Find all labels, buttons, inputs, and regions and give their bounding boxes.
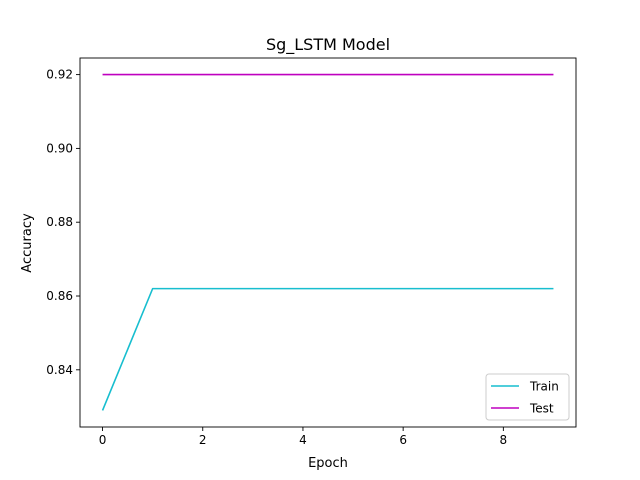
x-axis-label: Epoch (308, 456, 348, 471)
x-tick-label: 4 (299, 433, 307, 447)
chart-title: Sg_LSTM Model (266, 35, 390, 55)
x-tick-label: 2 (199, 433, 207, 447)
legend-label-train: Train (529, 380, 559, 394)
series-line-train (101, 287, 554, 411)
y-tick-label: 0.90 (46, 141, 73, 155)
y-tick-label: 0.92 (46, 68, 73, 82)
x-tick-label: 0 (99, 433, 107, 447)
plot-area: 0 2 4 6 8 0.84 0.86 0.88 0.90 0.92 Train Test (46, 57, 577, 447)
axes-frame (79, 57, 577, 428)
legend: Train Test (485, 373, 570, 421)
x-tick-label: 8 (500, 433, 508, 447)
y-tick-label: 0.84 (46, 363, 73, 377)
legend-label-test: Test (529, 402, 554, 416)
y-axis-label: Accuracy (20, 213, 35, 273)
x-tick-label: 6 (399, 433, 407, 447)
y-tick-label: 0.88 (46, 215, 73, 229)
y-tick-label: 0.86 (46, 289, 73, 303)
